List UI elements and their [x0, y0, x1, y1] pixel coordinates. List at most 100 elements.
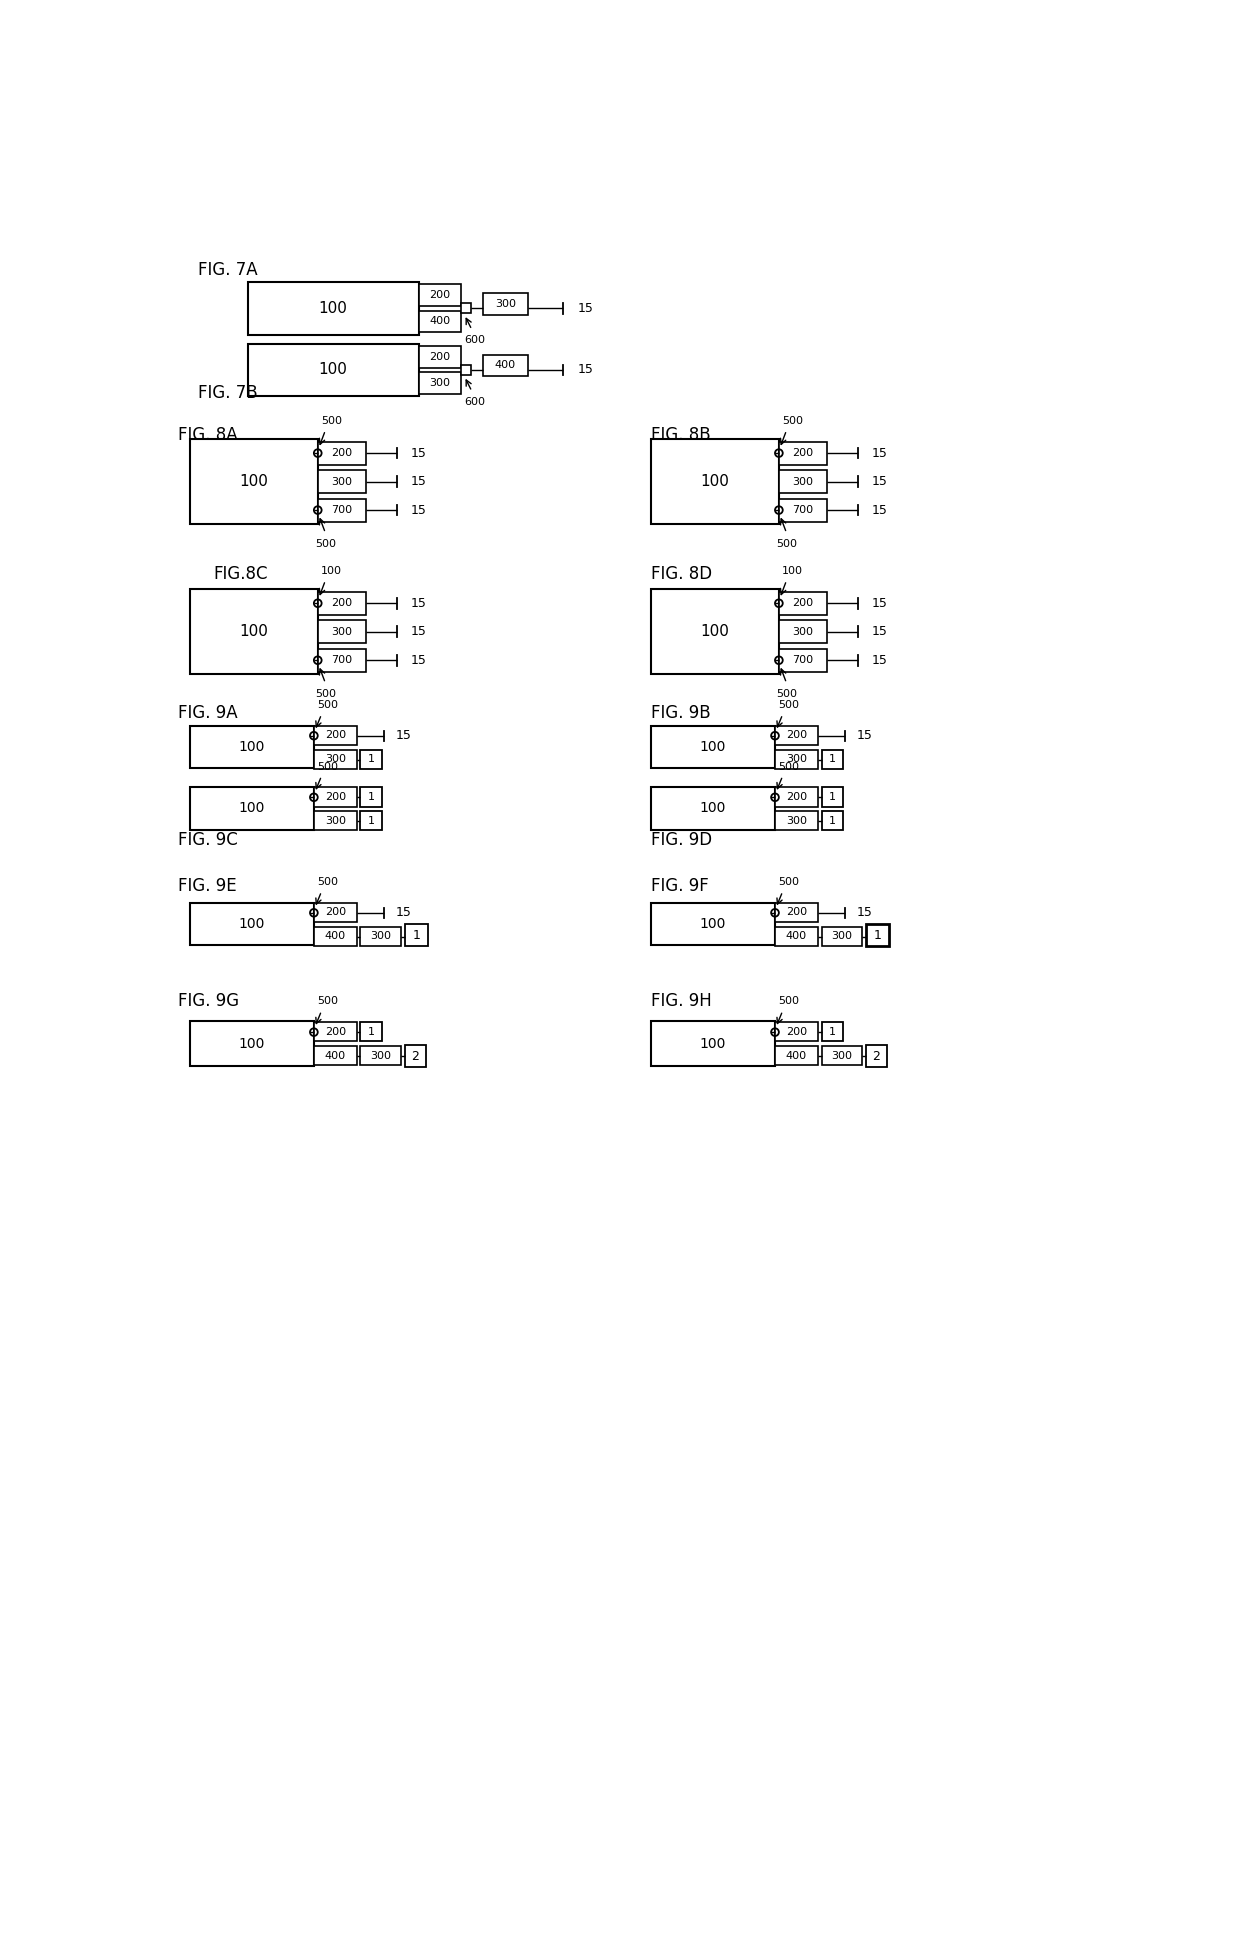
Text: 700: 700	[331, 655, 352, 664]
Text: 15: 15	[410, 504, 427, 517]
Text: 200: 200	[325, 1027, 346, 1037]
Text: 100: 100	[699, 917, 727, 931]
Bar	[779, 498, 827, 521]
Text: 200: 200	[331, 598, 352, 608]
Text: 200: 200	[786, 1027, 807, 1037]
Text: 15: 15	[872, 447, 888, 459]
Text: 300: 300	[792, 627, 813, 637]
Text: 15: 15	[396, 906, 412, 919]
Text: FIG. 9A: FIG. 9A	[179, 704, 238, 721]
Bar	[821, 1021, 843, 1041]
Text: FIG. 8B: FIG. 8B	[651, 427, 711, 445]
Text: 700: 700	[331, 506, 352, 515]
Text: 400: 400	[786, 931, 807, 941]
Text: 600: 600	[465, 335, 486, 345]
Text: 300: 300	[331, 476, 352, 486]
Bar	[775, 1021, 817, 1041]
Bar	[821, 1047, 862, 1064]
Bar	[821, 788, 843, 808]
Bar	[482, 292, 528, 314]
Text: 15: 15	[857, 729, 873, 743]
Bar	[361, 749, 382, 768]
Bar	[248, 282, 419, 335]
Text: 500: 500	[317, 996, 339, 1005]
Text: 100: 100	[238, 802, 265, 815]
Text: 1: 1	[368, 755, 374, 764]
Bar	[482, 355, 528, 376]
Bar	[190, 725, 314, 768]
Text: 500: 500	[317, 762, 339, 772]
Text: 500: 500	[315, 690, 336, 700]
Text: 300: 300	[325, 755, 346, 764]
Text: 200: 200	[786, 731, 807, 741]
Text: 300: 300	[831, 1051, 852, 1060]
Text: 500: 500	[321, 416, 342, 425]
Text: 15: 15	[410, 596, 427, 610]
Text: 15: 15	[396, 729, 412, 743]
Text: 15: 15	[872, 655, 888, 666]
Bar	[314, 1021, 357, 1041]
Bar	[190, 439, 317, 523]
Text: 500: 500	[782, 416, 804, 425]
Text: 200: 200	[792, 449, 813, 459]
Bar	[779, 592, 827, 615]
Bar	[821, 749, 843, 768]
Text: FIG.8C: FIG.8C	[213, 564, 268, 582]
Bar	[775, 927, 817, 947]
Text: FIG. 9E: FIG. 9E	[179, 876, 237, 896]
Text: 15: 15	[578, 363, 594, 376]
Bar	[190, 1021, 314, 1066]
Text: FIG. 9F: FIG. 9F	[651, 876, 709, 896]
Text: 400: 400	[325, 931, 346, 941]
Bar	[775, 1047, 817, 1064]
Bar	[361, 1047, 401, 1064]
Bar	[775, 811, 817, 831]
Text: 15: 15	[872, 504, 888, 517]
Text: 100: 100	[699, 739, 727, 755]
Text: 100: 100	[319, 363, 347, 378]
Text: FIG. 8D: FIG. 8D	[651, 564, 712, 582]
Text: 400: 400	[429, 316, 450, 327]
Text: FIG. 9D: FIG. 9D	[651, 831, 712, 849]
Text: 100: 100	[699, 1037, 727, 1051]
Bar	[775, 904, 817, 921]
Bar	[821, 927, 862, 947]
Text: 200: 200	[325, 731, 346, 741]
Text: FIG. 7A: FIG. 7A	[197, 261, 257, 278]
Bar	[651, 1021, 775, 1066]
Text: 300: 300	[786, 815, 807, 825]
Bar	[248, 343, 419, 396]
Bar	[361, 811, 382, 831]
Bar	[866, 1045, 888, 1066]
Text: 2: 2	[412, 1049, 419, 1062]
Bar	[314, 927, 357, 947]
Text: 300: 300	[792, 476, 813, 486]
Text: 500: 500	[779, 996, 800, 1005]
Bar	[779, 470, 827, 494]
Bar	[779, 619, 827, 643]
Text: 15: 15	[410, 447, 427, 459]
Text: 1: 1	[828, 755, 836, 764]
Text: 700: 700	[792, 655, 813, 664]
Text: 200: 200	[429, 290, 450, 300]
Text: 500: 500	[776, 539, 797, 549]
Bar	[314, 725, 357, 745]
Text: 15: 15	[410, 625, 427, 639]
Bar	[866, 925, 889, 947]
Text: 400: 400	[325, 1051, 346, 1060]
Text: 300: 300	[495, 298, 516, 310]
Text: 500: 500	[776, 690, 797, 700]
Text: 200: 200	[429, 353, 450, 363]
Text: 500: 500	[315, 539, 336, 549]
Bar	[190, 904, 314, 945]
Text: FIG. 7B: FIG. 7B	[197, 384, 257, 402]
Text: 1: 1	[368, 792, 374, 802]
Bar	[314, 788, 357, 808]
Text: 100: 100	[701, 474, 729, 490]
Bar	[419, 284, 461, 306]
Text: 300: 300	[370, 1051, 391, 1060]
Text: 2: 2	[873, 1049, 880, 1062]
Text: 100: 100	[699, 802, 727, 815]
Text: 1: 1	[828, 1027, 836, 1037]
Text: 100: 100	[238, 1037, 265, 1051]
